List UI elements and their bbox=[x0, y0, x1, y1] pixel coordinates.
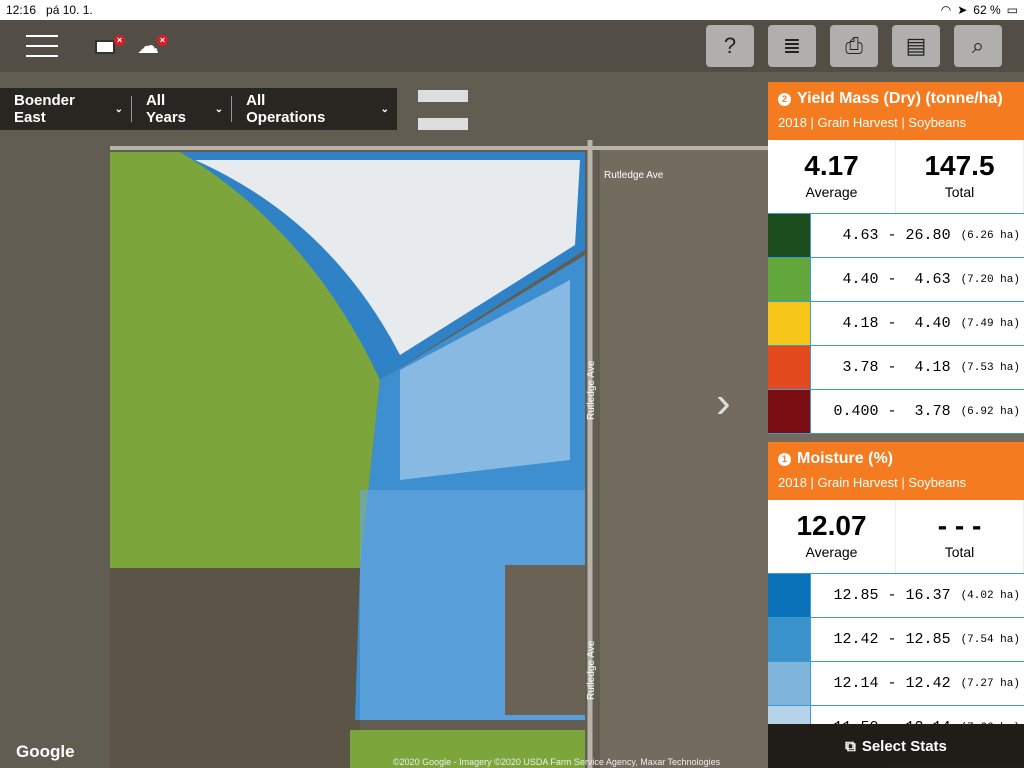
cloud-icon[interactable]: ☁ bbox=[137, 33, 159, 58]
range-value: 12.14 - 12.42 bbox=[833, 675, 951, 692]
average-label: Average bbox=[805, 544, 858, 560]
color-swatch bbox=[768, 302, 811, 345]
area-value: (7.53 ha) bbox=[960, 361, 1020, 374]
legend-row: 4.18 - 4.40 (7.49 ha) bbox=[768, 302, 1024, 346]
legend-row: 3.78 - 4.18 (7.53 ha) bbox=[768, 346, 1024, 390]
range-value: 4.18 - 4.40 bbox=[842, 315, 951, 332]
color-swatch bbox=[768, 214, 811, 257]
total-label: Total bbox=[944, 544, 975, 560]
range-value: 4.40 - 4.63 bbox=[842, 271, 951, 288]
help-icon[interactable]: ? bbox=[706, 25, 754, 67]
range-value: 4.63 - 26.80 bbox=[842, 227, 951, 244]
road-label: Rutledge Ave bbox=[604, 170, 664, 181]
panel-title: Moisture (%) bbox=[797, 450, 893, 467]
range-value: 12.85 - 16.37 bbox=[833, 587, 951, 604]
legend-row: 0.400 - 3.78 (6.92 ha) bbox=[768, 390, 1024, 434]
color-swatch bbox=[768, 390, 811, 433]
panel-title: Yield Mass (Dry) (tonne/ha) bbox=[797, 90, 1003, 107]
location-icon: ➤ bbox=[957, 3, 968, 17]
layers-icon[interactable]: ≣ bbox=[768, 25, 816, 67]
date: pá 10. 1. bbox=[46, 3, 93, 17]
range-value: 12.42 - 12.85 bbox=[833, 631, 951, 648]
layer-number: 2 bbox=[778, 92, 791, 106]
field-green-area bbox=[110, 152, 380, 568]
clock: 12:16 bbox=[6, 3, 37, 17]
document-icon[interactable]: ▤ bbox=[892, 25, 940, 67]
color-swatch bbox=[768, 662, 811, 705]
legend-row: 4.40 - 4.63 (7.20 ha) bbox=[768, 258, 1024, 302]
area-value: (7.66 ha) bbox=[961, 722, 1020, 725]
color-swatch bbox=[768, 346, 811, 389]
total-value: 147.5 bbox=[924, 150, 995, 181]
color-swatch bbox=[768, 706, 811, 724]
year-dropdown[interactable]: All Years ⌄ bbox=[132, 92, 233, 126]
area-value: (7.54 ha) bbox=[960, 633, 1020, 646]
chevron-down-icon: ⌄ bbox=[114, 103, 123, 115]
menu-icon[interactable] bbox=[26, 35, 58, 57]
average-value: 4.17 bbox=[804, 150, 859, 181]
google-logo: Google bbox=[16, 742, 75, 761]
legend-row: 12.14 - 12.42 (7.27 ha) bbox=[768, 662, 1024, 706]
range-value: 3.78 - 4.18 bbox=[842, 359, 951, 376]
legend-row: 12.85 - 16.37 (4.02 ha) bbox=[768, 574, 1024, 618]
road-label: Rutledge Ave bbox=[586, 640, 597, 700]
battery-level: 62 % bbox=[973, 3, 1001, 17]
range-value: 11.50 - 12.14 bbox=[834, 719, 951, 724]
average-label: Average bbox=[805, 184, 858, 200]
status-bar: 12:16 pá 10. 1. ◠ ➤ 62 % ▭ bbox=[0, 0, 1024, 20]
panel-subtitle: 2018 | Grain Harvest | Soybeans bbox=[778, 475, 967, 490]
error-badge-icon: × bbox=[157, 35, 168, 46]
chevron-right-icon[interactable]: › bbox=[716, 378, 731, 427]
area-value: (7.20 ha) bbox=[960, 273, 1020, 286]
total-label: Total bbox=[944, 184, 975, 200]
field-white-area bbox=[195, 160, 580, 355]
wifi-icon: ◠ bbox=[940, 3, 952, 17]
device-icon[interactable] bbox=[95, 40, 115, 54]
chevron-down-icon: ⌄ bbox=[214, 103, 224, 115]
print-icon[interactable]: ⎙ bbox=[830, 25, 878, 67]
panel-subtitle: 2018 | Grain Harvest | Soybeans bbox=[778, 115, 967, 130]
operation-dropdown[interactable]: All Operations ⌄ bbox=[232, 92, 397, 126]
moisture-panel: 1 Moisture (%) 2018 | Grain Harvest | Soy… bbox=[768, 442, 1024, 724]
year-label: All Years bbox=[145, 92, 187, 126]
average-value: 12.07 bbox=[796, 510, 867, 541]
yield-header[interactable]: 2 Yield Mass (Dry) (tonne/ha) 2018 | Grai… bbox=[768, 82, 1024, 140]
map-copyright: ©2020 Google - Imagery ©2020 USDA Farm S… bbox=[393, 757, 721, 767]
area-value: (7.27 ha) bbox=[960, 677, 1020, 690]
chevron-down-icon: ⌄ bbox=[380, 103, 389, 115]
legend-row: 12.42 - 12.85 (7.54 ha) bbox=[768, 618, 1024, 662]
color-swatch bbox=[768, 258, 811, 301]
battery-icon: ▭ bbox=[1006, 3, 1018, 17]
zoom-search-icon[interactable]: ⌕ bbox=[954, 25, 1002, 67]
area-value: (6.26 ha) bbox=[960, 229, 1020, 242]
color-swatch bbox=[768, 574, 811, 617]
filter-bar: Boender East ⌄ All Years ⌄ All Operations ⌄ bbox=[0, 88, 397, 130]
select-stats-label: Select Stats bbox=[861, 737, 947, 755]
range-value: 0.400 - 3.78 bbox=[833, 403, 951, 420]
legend-row: 11.50 - 12.14 (7.66 ha) bbox=[768, 706, 1024, 724]
select-stats-icon: ⧉ bbox=[845, 737, 856, 755]
road-label: Rutledge Ave bbox=[586, 360, 597, 420]
field-dropdown[interactable]: Boender East ⌄ bbox=[0, 92, 132, 126]
yield-panel: 2 Yield Mass (Dry) (tonne/ha) 2018 | Grai… bbox=[768, 82, 1024, 434]
color-swatch bbox=[768, 618, 811, 661]
layer-number: 1 bbox=[778, 452, 791, 466]
select-stats-button[interactable]: ⧉ Select Stats bbox=[768, 724, 1024, 768]
moisture-header[interactable]: 1 Moisture (%) 2018 | Grain Harvest | Soy… bbox=[768, 442, 1024, 500]
error-badge-icon: × bbox=[114, 35, 125, 46]
field-label: Boender East bbox=[14, 92, 75, 126]
area-value: (6.92 ha) bbox=[960, 405, 1020, 418]
area-value: (7.49 ha) bbox=[960, 317, 1020, 330]
legend-row: 4.63 - 26.80 (6.26 ha) bbox=[768, 214, 1024, 258]
total-value: - - - bbox=[937, 510, 982, 541]
operation-label: All Operations bbox=[246, 92, 326, 126]
area-value: (4.02 ha) bbox=[960, 589, 1020, 602]
